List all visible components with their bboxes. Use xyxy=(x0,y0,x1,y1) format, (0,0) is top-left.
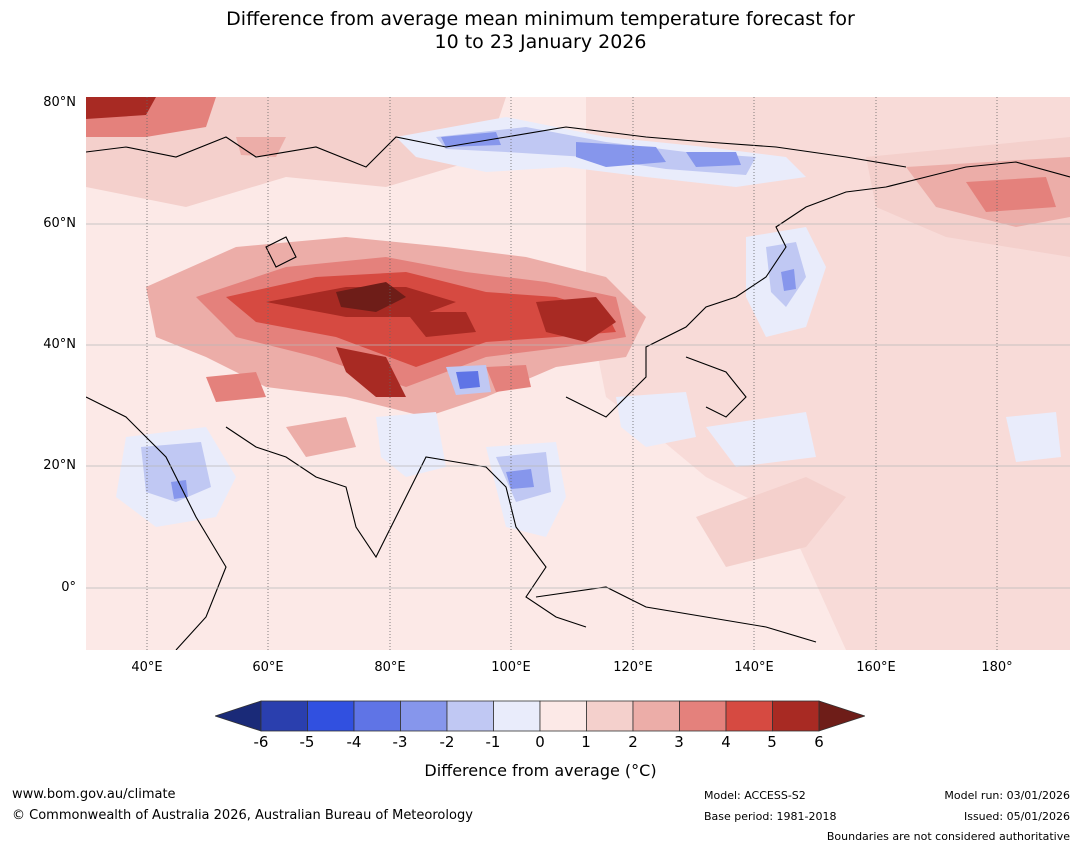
colorbar-segment xyxy=(353,700,401,732)
lon-label-140e: 140°E xyxy=(734,660,774,675)
copyright-notice: © Commonwealth of Australia 2026, Austra… xyxy=(12,808,473,823)
lat-label-equator: 0° xyxy=(61,580,76,595)
blue-core-arabia xyxy=(171,480,188,499)
colorbar-segment xyxy=(772,700,820,732)
colorbar-tick: 0 xyxy=(535,733,545,751)
dark-red-core-tibet xyxy=(336,347,406,397)
colorbar-tick: 3 xyxy=(674,733,684,751)
blue-region-western-pacific xyxy=(706,412,816,467)
dark-red-core-northwest xyxy=(86,97,156,119)
forecast-map xyxy=(86,97,1070,650)
base-period-info: Base period: 1981-2018 xyxy=(704,810,837,823)
model-info: Model: ACCESS-S2 xyxy=(704,789,806,802)
lon-label-40e: 40°E xyxy=(131,660,163,675)
lon-label-160e: 160°E xyxy=(856,660,896,675)
coastline-maritime xyxy=(535,586,817,643)
colorbar-segment xyxy=(307,700,355,732)
colorbar-tick: 1 xyxy=(581,733,591,751)
lon-label-80e: 80°E xyxy=(374,660,406,675)
colorbar-tick: 6 xyxy=(814,733,824,751)
lon-label-120e: 120°E xyxy=(613,660,653,675)
colorbar-tick: -5 xyxy=(299,733,315,751)
dark-red-core-dzungaria xyxy=(406,312,476,337)
colorbar-tick: -2 xyxy=(439,733,455,751)
colorbar xyxy=(215,700,865,732)
blue-core-kolyma xyxy=(686,152,741,167)
blue-region-east-china xyxy=(616,392,696,447)
longitude-gridlines xyxy=(146,97,998,650)
colorbar-tick: -1 xyxy=(485,733,501,751)
title-line-2: 10 to 23 January 2026 xyxy=(434,31,647,53)
model-run-info: Model run: 03/01/2026 xyxy=(944,789,1070,802)
coastline-africa-arabia xyxy=(86,396,227,650)
colorbar-segment xyxy=(586,700,634,732)
coastline-caspian xyxy=(265,236,297,268)
website-link[interactable]: www.bom.gov.au/climate xyxy=(12,787,176,802)
colorbar-tick: -6 xyxy=(253,733,269,751)
blue-core-sakhalin xyxy=(781,269,796,291)
blue-core-taymyr xyxy=(441,132,501,147)
blue-core-lena xyxy=(576,142,666,167)
darkest-core-kazakhstan xyxy=(336,282,406,312)
title-line-1: Difference from average mean minimum tem… xyxy=(226,8,855,30)
lon-label-100e: 100°E xyxy=(491,660,531,675)
colorbar-tick: -4 xyxy=(346,733,362,751)
coastline-south-asia xyxy=(225,426,587,628)
colorbar-segments xyxy=(260,700,820,732)
lon-label-180: 180° xyxy=(981,660,1013,675)
red-spot-pakistan xyxy=(286,417,356,457)
red-core-far-east xyxy=(966,177,1056,212)
anomaly-field xyxy=(86,97,1070,650)
blue-core-tibet xyxy=(456,371,480,389)
red-spot-iran xyxy=(206,372,266,402)
colorbar-segment xyxy=(446,700,494,732)
blue-region-central-pacific xyxy=(1006,412,1061,462)
red-spot-qinghai xyxy=(486,365,531,392)
blue-region-india xyxy=(376,412,446,477)
colorbar-extend-high xyxy=(818,700,865,732)
latitude-gridlines xyxy=(86,223,1070,589)
coastline-east-asia xyxy=(565,161,1070,418)
colorbar-segment xyxy=(493,700,541,732)
lon-label-60e: 60°E xyxy=(252,660,284,675)
lat-label-60n: 60°N xyxy=(43,216,76,231)
colorbar-segment xyxy=(400,700,448,732)
lat-label-20n: 20°N xyxy=(43,458,76,473)
chart-title: Difference from average mean minimum tem… xyxy=(0,8,1081,54)
colorbar-tick: -3 xyxy=(392,733,408,751)
colorbar-tick: 2 xyxy=(628,733,638,751)
colorbar-segment xyxy=(725,700,773,732)
blue-core-indochina xyxy=(506,469,534,489)
colorbar-segment xyxy=(632,700,680,732)
lat-label-80n: 80°N xyxy=(43,95,76,110)
coastline-arctic xyxy=(86,126,907,168)
lat-label-40n: 40°N xyxy=(43,337,76,352)
colorbar-label: Difference from average (°C) xyxy=(424,761,657,780)
dark-red-core-mongolia xyxy=(536,297,616,342)
coastlines xyxy=(86,126,1070,650)
colorbar-segment xyxy=(260,700,308,732)
colorbar-segment xyxy=(539,700,587,732)
coastline-korea-japan xyxy=(685,356,747,418)
issued-info: Issued: 05/01/2026 xyxy=(963,810,1070,823)
blue-region-arabia-inner xyxy=(141,442,211,502)
colorbar-tick: 4 xyxy=(721,733,731,751)
colorbar-segment xyxy=(679,700,727,732)
boundaries-disclaimer: Boundaries are not considered authoritat… xyxy=(826,830,1070,843)
pale-red-region-pacific xyxy=(696,477,846,567)
colorbar-extend-low xyxy=(215,700,262,732)
colorbar-tick: 5 xyxy=(767,733,777,751)
